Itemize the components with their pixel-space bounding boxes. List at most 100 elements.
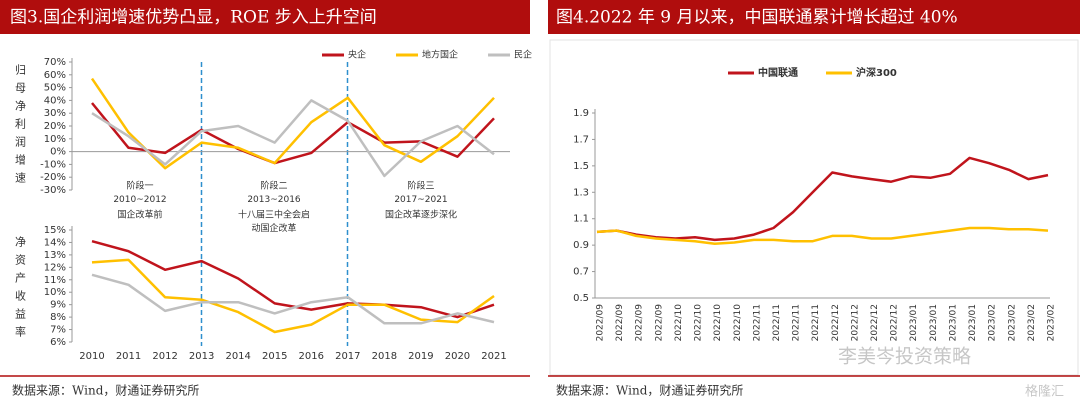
y-tick-label: 0% (50, 147, 66, 158)
y-tick-label: 7% (50, 325, 66, 336)
y-tick-label: 12% (44, 262, 66, 273)
y-tick-label: 1.5 (573, 161, 589, 172)
x-tick-label: 2023/02 (988, 304, 998, 341)
x-tick-label: 2022/10 (733, 304, 743, 342)
x-tick-label: 2015 (262, 351, 287, 362)
y-tick-label: 60% (44, 70, 66, 81)
legend-label: 地方国企 (422, 49, 458, 61)
y-tick-label: 40% (44, 95, 66, 106)
x-tick-label: 2022/09 (635, 304, 645, 342)
x-tick-label: 2022/12 (850, 304, 860, 341)
y-tick-label: 30% (44, 108, 66, 119)
title-bar (0, 0, 530, 34)
y-axis-label: 归母净利润增速 (14, 63, 27, 190)
series-line (91, 99, 495, 178)
y-tick-label: 50% (44, 83, 66, 94)
y-tick-label: -30% (40, 185, 66, 196)
x-tick-label: 2023/01 (929, 304, 939, 341)
y-tick-label: 13% (44, 250, 66, 261)
annotation: 阶段三 (407, 180, 434, 192)
x-tick-label: 2022/09 (654, 304, 664, 342)
y-tick-label: 1.1 (573, 214, 589, 225)
x-tick-label: 2023/01 (909, 304, 919, 341)
annotation: 2010~2012 (113, 195, 166, 205)
x-tick-label: 2023/02 (1007, 304, 1017, 341)
x-tick-label: 2022/10 (694, 304, 704, 342)
x-tick-label: 2021 (481, 351, 506, 362)
y-tick-label: 8% (50, 312, 66, 323)
x-tick-label: 2022/11 (752, 304, 762, 341)
series-line (91, 102, 495, 165)
x-tick-label: 2012 (152, 351, 177, 362)
x-tick-label: 2019 (408, 351, 433, 362)
annotation: 2013~2016 (247, 195, 301, 205)
legend-label: 中国联通 (758, 66, 798, 79)
annotation: 2017~2021 (394, 195, 447, 205)
y-tick-label: 10% (44, 134, 66, 145)
figure-title: 图4.2022 年 9 月以来，中国联通累计增长超过 40% (556, 8, 958, 28)
y-tick-label: 1.7 (573, 134, 589, 145)
x-tick-label: 2022/11 (772, 304, 782, 341)
annotation: 十八届三中全会启 (238, 209, 310, 221)
y-tick-label: 20% (44, 121, 66, 132)
series-line (596, 226, 1049, 246)
annotation: 国企改革逐步深化 (385, 209, 457, 221)
figure-title: 图3.国企利润增速优势凸显，ROE 步入上升空间 (10, 8, 377, 28)
series-line (90, 77, 495, 170)
y-tick-label: 0.9 (573, 240, 589, 251)
y-tick-label: 0.7 (573, 267, 589, 278)
annotation: 国企改革前 (117, 209, 162, 221)
y-tick-label: -20% (40, 172, 66, 183)
annotation: 阶段一 (126, 180, 153, 192)
x-tick-label: 2022/10 (713, 304, 723, 342)
x-tick-label: 2010 (79, 351, 104, 362)
x-tick-label: 2017 (335, 351, 360, 362)
y-tick-label: 1.3 (573, 187, 589, 198)
x-tick-label: 2023/02 (1047, 304, 1057, 341)
x-tick-label: 2013 (189, 351, 214, 362)
series-line (91, 258, 495, 334)
series-line (91, 239, 495, 319)
x-tick-label: 2022/09 (596, 304, 606, 342)
frame (549, 39, 1079, 376)
watermark: 格隆汇 (1025, 384, 1064, 400)
y-tick-label: -10% (40, 159, 66, 170)
source: 数据来源：Wind，财通证券研究所 (556, 383, 743, 398)
y-tick-label: 70% (44, 57, 66, 68)
x-tick-label: 2022/12 (831, 304, 841, 341)
x-tick-label: 2022/11 (792, 304, 802, 341)
x-tick-label: 2022/11 (811, 304, 821, 341)
y-tick-label: 15% (44, 225, 66, 236)
y-tick-label: 9% (50, 300, 66, 311)
y-tick-label: 10% (44, 287, 66, 298)
y-tick-label: 11% (44, 275, 66, 286)
x-tick-label: 2022/10 (674, 304, 684, 342)
x-tick-label: 2023/02 (1027, 304, 1037, 341)
x-tick-label: 2016 (299, 351, 324, 362)
title-bar (548, 0, 1080, 34)
legend-label: 沪深300 (856, 66, 897, 79)
series-line (596, 156, 1049, 242)
x-tick-label: 2022/12 (890, 304, 900, 341)
y-tick-label: 1.9 (573, 108, 589, 119)
watermark: 李美岑投资策略 (838, 346, 971, 368)
y-tick-label: 6% (50, 337, 66, 348)
x-tick-label: 2023/01 (948, 304, 958, 341)
y-tick-label: 14% (44, 237, 66, 248)
x-tick-label: 2014 (225, 351, 250, 362)
series-line (91, 273, 495, 325)
x-tick-label: 2023/01 (968, 304, 978, 341)
annotation: 阶段二 (260, 180, 287, 192)
legend-label: 民企 (514, 49, 532, 61)
x-tick-label: 2018 (372, 351, 397, 362)
legend-label: 央企 (348, 49, 366, 61)
annotation: 动国企改革 (251, 222, 296, 234)
y-tick-label: 0.5 (573, 293, 589, 304)
x-tick-label: 2020 (445, 351, 470, 362)
source: 数据来源：Wind，财通证券研究所 (12, 383, 199, 398)
x-tick-label: 2022/09 (615, 304, 625, 342)
y-axis-label: 净资产收益率 (14, 235, 27, 344)
x-tick-label: 2022/12 (870, 304, 880, 341)
x-tick-label: 2011 (116, 351, 141, 362)
